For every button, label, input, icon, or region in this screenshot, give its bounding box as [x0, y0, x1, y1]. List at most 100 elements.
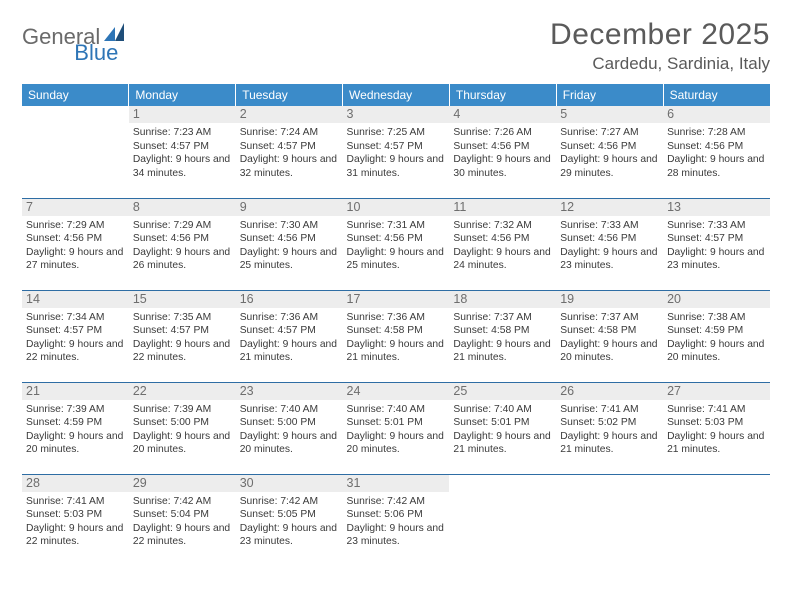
day-number: 22 [129, 383, 236, 400]
day-details: Sunrise: 7:24 AMSunset: 4:57 PMDaylight:… [240, 126, 339, 180]
sunset-line: Sunset: 5:03 PM [26, 508, 125, 522]
calendar-day-cell [22, 106, 129, 198]
day-details: Sunrise: 7:34 AMSunset: 4:57 PMDaylight:… [26, 311, 125, 365]
day-details: Sunrise: 7:40 AMSunset: 5:01 PMDaylight:… [453, 403, 552, 457]
daylight-line: Daylight: 9 hours and 30 minutes. [453, 153, 552, 180]
calendar-day-cell: 27Sunrise: 7:41 AMSunset: 5:03 PMDayligh… [663, 382, 770, 474]
sunset-line: Sunset: 5:03 PM [667, 416, 766, 430]
sunrise-line: Sunrise: 7:36 AM [347, 311, 446, 325]
calendar-day-cell: 20Sunrise: 7:38 AMSunset: 4:59 PMDayligh… [663, 290, 770, 382]
calendar-day-cell: 17Sunrise: 7:36 AMSunset: 4:58 PMDayligh… [343, 290, 450, 382]
sunrise-line: Sunrise: 7:33 AM [667, 219, 766, 233]
day-details: Sunrise: 7:26 AMSunset: 4:56 PMDaylight:… [453, 126, 552, 180]
sunset-line: Sunset: 4:58 PM [453, 324, 552, 338]
calendar-day-cell: 30Sunrise: 7:42 AMSunset: 5:05 PMDayligh… [236, 474, 343, 566]
sunrise-line: Sunrise: 7:25 AM [347, 126, 446, 140]
daylight-line: Daylight: 9 hours and 21 minutes. [347, 338, 446, 365]
daylight-line: Daylight: 9 hours and 23 minutes. [560, 246, 659, 273]
sunrise-line: Sunrise: 7:24 AM [240, 126, 339, 140]
sunset-line: Sunset: 5:04 PM [133, 508, 232, 522]
weekday-thursday: Thursday [449, 84, 556, 106]
sunrise-line: Sunrise: 7:31 AM [347, 219, 446, 233]
day-details: Sunrise: 7:32 AMSunset: 4:56 PMDaylight:… [453, 219, 552, 273]
daylight-line: Daylight: 9 hours and 27 minutes. [26, 246, 125, 273]
weekday-wednesday: Wednesday [343, 84, 450, 106]
sunset-line: Sunset: 4:57 PM [133, 324, 232, 338]
sunrise-line: Sunrise: 7:30 AM [240, 219, 339, 233]
sunrise-line: Sunrise: 7:33 AM [560, 219, 659, 233]
daylight-line: Daylight: 9 hours and 25 minutes. [347, 246, 446, 273]
calendar-day-cell: 10Sunrise: 7:31 AMSunset: 4:56 PMDayligh… [343, 198, 450, 290]
calendar-week-row: 28Sunrise: 7:41 AMSunset: 5:03 PMDayligh… [22, 474, 770, 566]
day-number: 21 [22, 383, 129, 400]
sunrise-line: Sunrise: 7:28 AM [667, 126, 766, 140]
daylight-line: Daylight: 9 hours and 31 minutes. [347, 153, 446, 180]
sunrise-line: Sunrise: 7:37 AM [453, 311, 552, 325]
day-number: 26 [556, 383, 663, 400]
day-number: 31 [343, 475, 450, 492]
day-details: Sunrise: 7:37 AMSunset: 4:58 PMDaylight:… [453, 311, 552, 365]
calendar-day-cell: 31Sunrise: 7:42 AMSunset: 5:06 PMDayligh… [343, 474, 450, 566]
calendar-week-row: 21Sunrise: 7:39 AMSunset: 4:59 PMDayligh… [22, 382, 770, 474]
day-details: Sunrise: 7:29 AMSunset: 4:56 PMDaylight:… [26, 219, 125, 273]
day-number: 6 [663, 106, 770, 123]
day-number: 23 [236, 383, 343, 400]
calendar-day-cell: 13Sunrise: 7:33 AMSunset: 4:57 PMDayligh… [663, 198, 770, 290]
sunrise-line: Sunrise: 7:40 AM [240, 403, 339, 417]
sunrise-line: Sunrise: 7:27 AM [560, 126, 659, 140]
sunset-line: Sunset: 5:05 PM [240, 508, 339, 522]
daylight-line: Daylight: 9 hours and 21 minutes. [560, 430, 659, 457]
calendar-day-cell: 14 Sunrise: 7:34 AMSunset: 4:57 PMDayligh… [22, 290, 129, 382]
day-details: Sunrise: 7:40 AMSunset: 5:01 PMDaylight:… [347, 403, 446, 457]
calendar-day-cell: 6 Sunrise: 7:28 AMSunset: 4:56 PMDaylight… [663, 106, 770, 198]
sunrise-line: Sunrise: 7:39 AM [26, 403, 125, 417]
sunset-line: Sunset: 5:00 PM [240, 416, 339, 430]
sunrise-line: Sunrise: 7:38 AM [667, 311, 766, 325]
calendar-day-cell [663, 474, 770, 566]
daylight-line: Daylight: 9 hours and 22 minutes. [26, 522, 125, 549]
header: General Blue December 2025 Cardedu, Sard… [22, 18, 770, 74]
sunset-line: Sunset: 4:57 PM [26, 324, 125, 338]
sunset-line: Sunset: 4:56 PM [453, 140, 552, 154]
daylight-line: Daylight: 9 hours and 21 minutes. [667, 430, 766, 457]
calendar-day-cell: 23 Sunrise: 7:40 AMSunset: 5:00 PMDayligh… [236, 382, 343, 474]
sunset-line: Sunset: 4:58 PM [347, 324, 446, 338]
sunset-line: Sunset: 4:56 PM [453, 232, 552, 246]
sunset-line: Sunset: 4:56 PM [560, 140, 659, 154]
day-details: Sunrise: 7:41 AMSunset: 5:03 PMDaylight:… [26, 495, 125, 549]
day-details: Sunrise: 7:33 AMSunset: 4:56 PMDaylight:… [560, 219, 659, 273]
daylight-line: Daylight: 9 hours and 20 minutes. [560, 338, 659, 365]
day-number: 12 [556, 199, 663, 216]
day-number: 25 [449, 383, 556, 400]
calendar-day-cell: 25 Sunrise: 7:40 AMSunset: 5:01 PMDayligh… [449, 382, 556, 474]
sunrise-line: Sunrise: 7:40 AM [453, 403, 552, 417]
sunrise-line: Sunrise: 7:35 AM [133, 311, 232, 325]
daylight-line: Daylight: 9 hours and 22 minutes. [26, 338, 125, 365]
daylight-line: Daylight: 9 hours and 20 minutes. [240, 430, 339, 457]
calendar-day-cell: 11 Sunrise: 7:32 AMSunset: 4:56 PMDayligh… [449, 198, 556, 290]
sunset-line: Sunset: 4:56 PM [26, 232, 125, 246]
day-details: Sunrise: 7:41 AMSunset: 5:03 PMDaylight:… [667, 403, 766, 457]
logo-text-blue: Blue [74, 40, 118, 66]
daylight-line: Daylight: 9 hours and 23 minutes. [667, 246, 766, 273]
calendar-day-cell: 3Sunrise: 7:25 AMSunset: 4:57 PMDaylight… [343, 106, 450, 198]
daylight-line: Daylight: 9 hours and 22 minutes. [133, 338, 232, 365]
day-details: Sunrise: 7:38 AMSunset: 4:59 PMDaylight:… [667, 311, 766, 365]
calendar-day-cell: 18Sunrise: 7:37 AMSunset: 4:58 PMDayligh… [449, 290, 556, 382]
day-details: Sunrise: 7:28 AMSunset: 4:56 PMDaylight:… [667, 126, 766, 180]
sunrise-line: Sunrise: 7:29 AM [26, 219, 125, 233]
day-number: 14 [22, 291, 129, 308]
weekday-friday: Friday [556, 84, 663, 106]
day-details: Sunrise: 7:41 AMSunset: 5:02 PMDaylight:… [560, 403, 659, 457]
calendar-table: Sunday Monday Tuesday Wednesday Thursday… [22, 84, 770, 566]
calendar-day-cell: 8Sunrise: 7:29 AMSunset: 4:56 PMDaylight… [129, 198, 236, 290]
day-number: 11 [449, 199, 556, 216]
calendar-day-cell: 16Sunrise: 7:36 AMSunset: 4:57 PMDayligh… [236, 290, 343, 382]
daylight-line: Daylight: 9 hours and 26 minutes. [133, 246, 232, 273]
weekday-header-row: Sunday Monday Tuesday Wednesday Thursday… [22, 84, 770, 106]
daylight-line: Daylight: 9 hours and 25 minutes. [240, 246, 339, 273]
sunset-line: Sunset: 4:59 PM [667, 324, 766, 338]
weekday-tuesday: Tuesday [236, 84, 343, 106]
daylight-line: Daylight: 9 hours and 21 minutes. [453, 338, 552, 365]
daylight-line: Daylight: 9 hours and 20 minutes. [133, 430, 232, 457]
